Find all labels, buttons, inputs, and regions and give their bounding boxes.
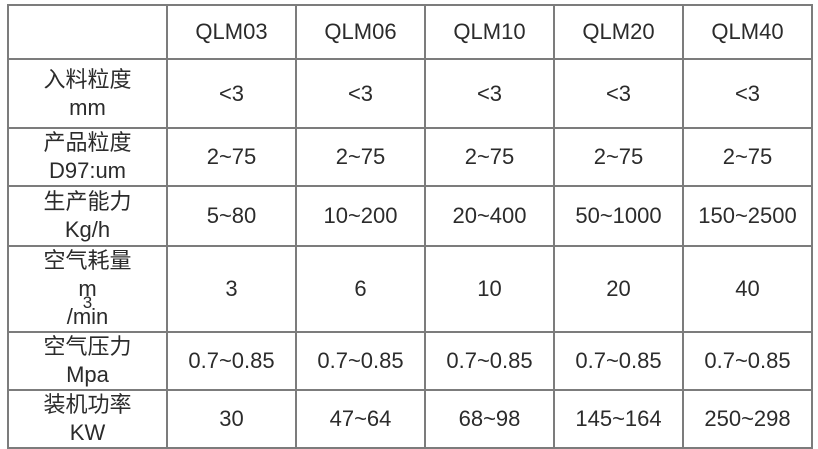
row-unit-text: mm bbox=[69, 94, 106, 120]
cell-value: 68~98 bbox=[424, 389, 555, 449]
row-label-air-pressure: 空气压力 Mpa bbox=[7, 331, 168, 391]
cell-value: 0.7~0.85 bbox=[295, 331, 426, 391]
cell-value: 250~298 bbox=[682, 389, 813, 449]
cell-value: <3 bbox=[553, 58, 684, 129]
cell-value: 10 bbox=[424, 245, 555, 333]
column-header-qlm03: QLM03 bbox=[166, 4, 297, 60]
cell-value: 5~80 bbox=[166, 185, 297, 247]
cell-value: 0.7~0.85 bbox=[424, 331, 555, 391]
row-label-air-consumption: 空气耗量 m 3/min bbox=[7, 245, 168, 333]
cell-value: 2~75 bbox=[424, 127, 555, 187]
cell-value: 10~200 bbox=[295, 185, 426, 247]
row-label-feed-size: 入料粒度 mm bbox=[7, 58, 168, 129]
cell-value: 2~75 bbox=[682, 127, 813, 187]
row-label-text: 入料粒度 bbox=[43, 66, 132, 92]
row-label-capacity: 生产能力 Kg/h bbox=[7, 185, 168, 247]
cell-value: 47~64 bbox=[295, 389, 426, 449]
cell-value: 0.7~0.85 bbox=[166, 331, 297, 391]
row-unit-text: m 3/min bbox=[66, 276, 109, 329]
cell-value: 20 bbox=[553, 245, 684, 333]
cell-value: 145~164 bbox=[553, 389, 684, 449]
table-row-air-pressure: 空气压力 Mpa 0.7~0.85 0.7~0.85 0.7~0.85 0.7~… bbox=[7, 331, 813, 391]
row-unit-text: Mpa bbox=[66, 362, 109, 387]
cell-value: <3 bbox=[295, 58, 426, 129]
table-row-feed-size: 入料粒度 mm <3 <3 <3 <3 <3 bbox=[7, 58, 813, 129]
row-label-text: 空气压力 bbox=[43, 334, 132, 359]
cell-value: 0.7~0.85 bbox=[553, 331, 684, 391]
cell-value: 0.7~0.85 bbox=[682, 331, 813, 391]
row-label-text: 生产能力 bbox=[43, 189, 132, 214]
cell-value: <3 bbox=[166, 58, 297, 129]
cell-value: 2~75 bbox=[295, 127, 426, 187]
column-header-qlm10: QLM10 bbox=[424, 4, 555, 60]
row-label-product-size: 产品粒度 D97:um bbox=[7, 127, 168, 187]
row-unit-text: KW bbox=[69, 420, 106, 445]
row-label-text: 空气耗量 bbox=[43, 248, 132, 273]
column-header-qlm06: QLM06 bbox=[295, 4, 426, 60]
column-header-qlm20: QLM20 bbox=[553, 4, 684, 60]
spec-table: QLM03 QLM06 QLM10 QLM20 QLM40 入料粒度 mm <3… bbox=[7, 4, 813, 449]
row-unit-text: D97:um bbox=[48, 158, 127, 183]
cell-value: 40 bbox=[682, 245, 813, 333]
table-row-installed-power: 装机功率 KW 30 47~64 68~98 145~164 250~298 bbox=[7, 389, 813, 449]
cell-value: 20~400 bbox=[424, 185, 555, 247]
row-label-installed-power: 装机功率 KW bbox=[7, 389, 168, 449]
table-row-capacity: 生产能力 Kg/h 5~80 10~200 20~400 50~1000 150… bbox=[7, 185, 813, 247]
cell-value: 50~1000 bbox=[553, 185, 684, 247]
cell-value: <3 bbox=[424, 58, 555, 129]
row-label-text: 装机功率 bbox=[43, 392, 132, 417]
row-label-text: 产品粒度 bbox=[43, 130, 132, 155]
row-unit-text: Kg/h bbox=[64, 217, 111, 242]
cell-value: 6 bbox=[295, 245, 426, 333]
cell-value: 3 bbox=[166, 245, 297, 333]
cell-value: <3 bbox=[682, 58, 813, 129]
cell-value: 30 bbox=[166, 389, 297, 449]
column-header-qlm40: QLM40 bbox=[682, 4, 813, 60]
cell-value: 2~75 bbox=[166, 127, 297, 187]
cell-value: 150~2500 bbox=[682, 185, 813, 247]
table-row-product-size: 产品粒度 D97:um 2~75 2~75 2~75 2~75 2~75 bbox=[7, 127, 813, 187]
header-row: QLM03 QLM06 QLM10 QLM20 QLM40 bbox=[7, 4, 813, 60]
cell-value: 2~75 bbox=[553, 127, 684, 187]
corner-cell bbox=[7, 4, 168, 60]
table-row-air-consumption: 空气耗量 m 3/min 3 6 10 20 40 bbox=[7, 245, 813, 333]
